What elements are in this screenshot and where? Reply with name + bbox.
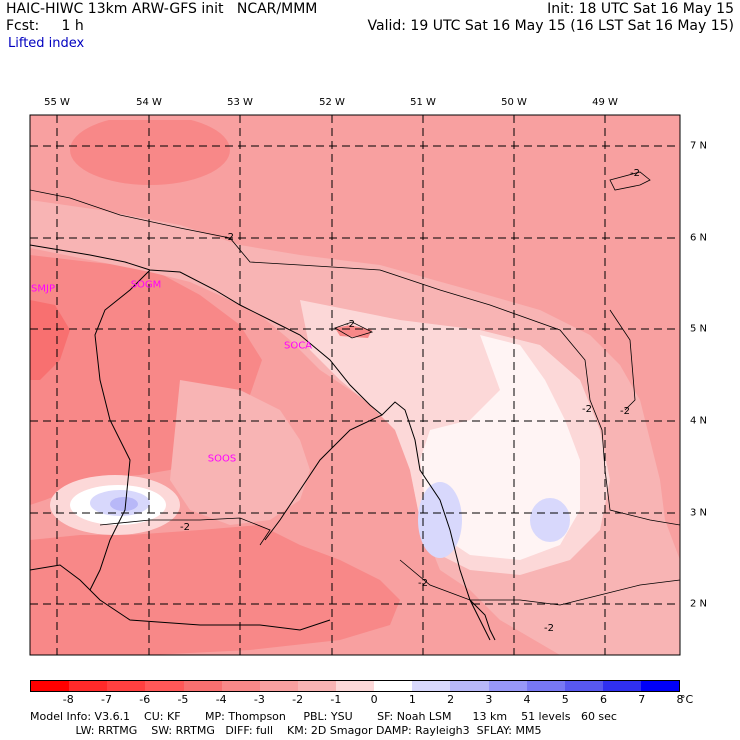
- contour-lines: [29, 171, 681, 606]
- colorbar-label: -1: [330, 693, 342, 706]
- shade-minus4-north: [70, 115, 230, 185]
- lat-lon-grid: [30, 115, 680, 655]
- contour-label: -2: [630, 168, 640, 179]
- contour-label: -2: [345, 319, 355, 330]
- colorbar-label: 2: [447, 693, 455, 706]
- lon-label-50w: 50 W: [501, 97, 527, 108]
- contour-minus2-west: [99, 517, 271, 546]
- border-oyapock: [469, 599, 496, 641]
- plot-title: HAIC-HIWC 13km ARW-GFS init NCAR/MMM: [6, 1, 318, 17]
- coastlines-borders: [29, 244, 496, 641]
- colorbar-swatch: [336, 681, 375, 691]
- lon-label-53w: 53 W: [227, 97, 253, 108]
- lat-label-5n: 5 N: [690, 323, 708, 335]
- colorbar-label: -8: [62, 693, 74, 706]
- station-soca: SOCA: [283, 340, 313, 352]
- contour-label: -2: [418, 578, 428, 589]
- colorbar-label: 5: [561, 693, 569, 706]
- contour-minus2-main: [29, 189, 681, 526]
- colorbar-swatch: [183, 681, 222, 691]
- colorbar-swatch: [450, 681, 489, 691]
- lon-label-55w: 55 W: [44, 97, 70, 108]
- colorbar-swatch: [107, 681, 146, 691]
- lat-label-3n: 3 N: [690, 507, 708, 519]
- lon-label-51w: 51 W: [410, 97, 436, 108]
- contour-minus2-patch: [334, 321, 374, 339]
- colorbar-swatch: [488, 681, 527, 691]
- forecast-hour: Fcst: 1 h: [6, 18, 84, 34]
- contour-label: -2: [224, 232, 234, 243]
- lat-label-6n: 6 N: [690, 232, 708, 244]
- contour-labels: -2 -2 -2 -2 -2 -2 -2 -2: [180, 168, 640, 634]
- lat-label-7n: 7 N: [690, 140, 708, 152]
- station-sogm: SOGM: [130, 279, 162, 291]
- colorbar: [30, 680, 680, 692]
- colorbar-label: 3: [485, 693, 493, 706]
- valid-time: Valid: 19 UTC Sat 16 May 15 (16 LST Sat …: [367, 18, 734, 34]
- shade-west-blob-plus2: [110, 497, 138, 511]
- lon-label-52w: 52 W: [319, 97, 345, 108]
- shade-minus4-south: [30, 525, 400, 655]
- colorbar-label: 1: [408, 693, 416, 706]
- lat-label-2n: 2 N: [690, 598, 708, 610]
- station-smjp: SMJP: [31, 283, 55, 295]
- colorbar-swatch: [69, 681, 108, 691]
- colorbar-label: -6: [139, 693, 151, 706]
- colorbar-label: 7: [638, 693, 646, 706]
- shade-minus2-inland: [170, 380, 310, 525]
- map-frame: [29, 114, 681, 656]
- coastline: [29, 244, 491, 641]
- colorbar-swatch: [412, 681, 451, 691]
- colorbar-label: -7: [100, 693, 112, 706]
- colorbar-unit: °C: [680, 693, 694, 706]
- shade-plus1-east: [530, 498, 570, 542]
- colorbar-swatch: [374, 681, 413, 691]
- colorbar-swatch: [602, 681, 641, 691]
- colorbar-swatch: [221, 681, 260, 691]
- colorbar-label: -3: [253, 693, 265, 706]
- colorbar-swatch: [641, 681, 680, 691]
- lon-label-49w: 49 W: [592, 97, 618, 108]
- contour-label: -2: [180, 522, 190, 533]
- shade-plus1-coast: [418, 482, 462, 558]
- colorbar-label: -5: [177, 693, 189, 706]
- station-soos: SOOS: [207, 453, 237, 465]
- colorbar-label: 4: [523, 693, 531, 706]
- colorbar-label: 8: [676, 693, 684, 706]
- colorbar-swatch: [31, 681, 70, 691]
- colorbar-swatch: [564, 681, 603, 691]
- colorbar-label: -2: [292, 693, 304, 706]
- border-guiana-west: [264, 414, 383, 541]
- contour-minus2-east: [609, 309, 636, 411]
- colorbar-swatch: [145, 681, 184, 691]
- field-name: Lifted index: [8, 36, 85, 51]
- border-suriname-west: [89, 269, 151, 591]
- contour-minus2-ne: [609, 171, 651, 191]
- shaded-field: [30, 115, 680, 655]
- model-info-line2: LW: RRTMG SW: RRTMG DIFF: full KM: 2D Sm…: [30, 724, 542, 737]
- contour-label: -2: [582, 404, 592, 415]
- colorbar-label: 0: [370, 693, 378, 706]
- contour-label: -2: [620, 406, 630, 417]
- shade-north-band: [30, 115, 680, 180]
- contour-minus2-south: [399, 559, 681, 606]
- model-info-line1: Model Info: V3.6.1 CU: KF MP: Thompson P…: [30, 710, 617, 723]
- init-time: Init: 18 UTC Sat 16 May 15: [547, 1, 734, 17]
- border-south: [29, 564, 331, 631]
- colorbar-swatch: [259, 681, 298, 691]
- contour-label: -2: [544, 623, 554, 634]
- colorbar-swatch: [526, 681, 565, 691]
- colorbar-label: 6: [600, 693, 608, 706]
- colorbar-label: -4: [215, 693, 227, 706]
- lon-label-54w: 54 W: [136, 97, 162, 108]
- colorbar-swatch: [297, 681, 336, 691]
- lat-label-4n: 4 N: [690, 415, 708, 427]
- shade-minus5-west: [30, 300, 70, 380]
